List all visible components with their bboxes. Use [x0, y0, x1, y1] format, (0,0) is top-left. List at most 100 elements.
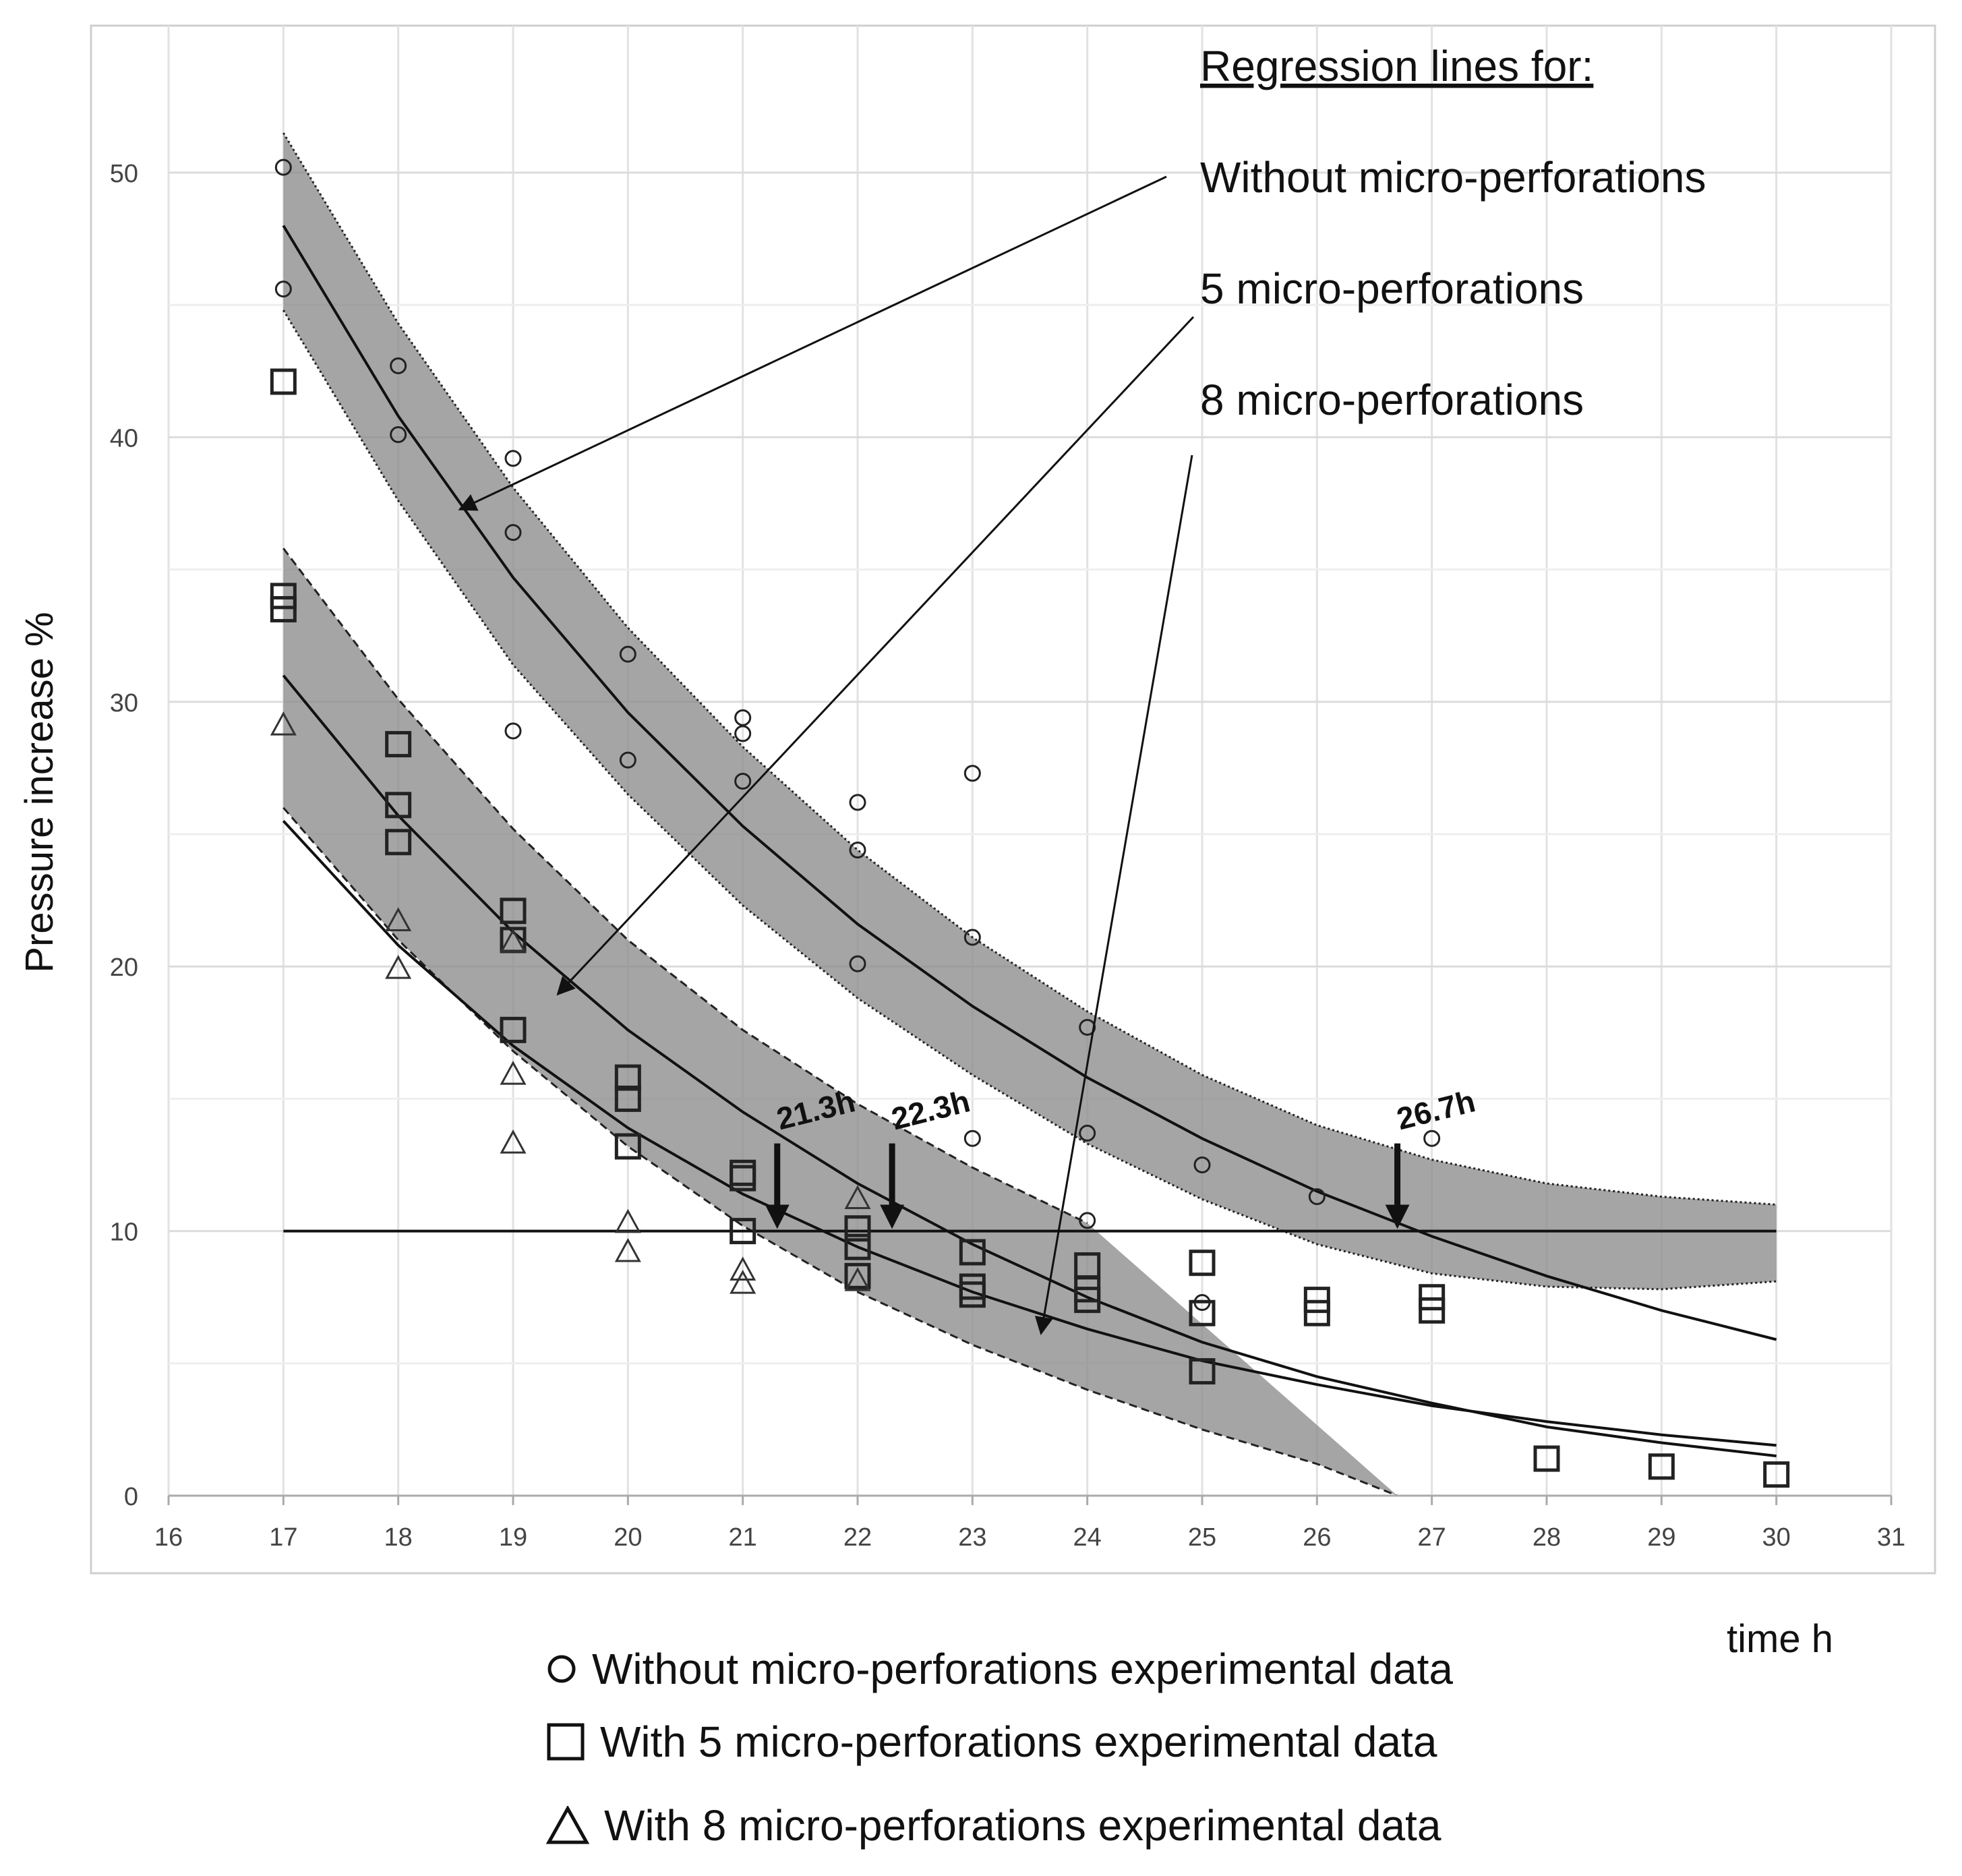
data-point-circle [734, 725, 752, 742]
crossing-label-2: 26.7h [1393, 1083, 1479, 1136]
legend-label-circle: Without micro-perforations experimental … [592, 1645, 1453, 1693]
y-tick-label: 40 [110, 424, 138, 452]
regression-label-5: 5 micro-perforations [1200, 264, 1584, 313]
x-tick-label: 27 [1418, 1523, 1446, 1552]
data-point-square [1419, 1297, 1446, 1324]
data-point-square [844, 1233, 871, 1260]
regression-line-square [282, 674, 1777, 1458]
data-point-square [1074, 1287, 1101, 1314]
data-point-square [1419, 1284, 1446, 1311]
data-point-square [959, 1239, 986, 1266]
data-point-square [730, 1218, 756, 1245]
data-point-circle [390, 357, 407, 374]
data-point-triangle [500, 1060, 527, 1085]
data-point-square [385, 731, 412, 758]
data-point-circle [619, 751, 636, 769]
x-tick-label: 23 [958, 1523, 986, 1552]
band-upper-edge-1 [283, 548, 1088, 1225]
y-tick-label: 10 [110, 1219, 138, 1247]
data-point-circle [504, 524, 522, 541]
x-tick-label: 28 [1533, 1523, 1561, 1552]
data-point-square [614, 1133, 641, 1160]
annotation-arrows [458, 175, 1195, 1336]
data-point-triangle [730, 1269, 756, 1294]
data-point-circle [963, 1130, 981, 1147]
data-point-square [730, 1165, 756, 1192]
x-tick-label: 19 [499, 1523, 527, 1552]
data-point-circle [849, 794, 866, 811]
y-tick-label: 50 [110, 160, 138, 188]
triangle-marker-icon [546, 1806, 589, 1844]
regression-lines [282, 225, 1777, 1458]
annotation-arrow-2 [1034, 455, 1193, 1336]
data-point-square [270, 583, 297, 610]
y-axis-title: Pressure increase % [18, 612, 61, 972]
data-point-square [844, 1215, 871, 1242]
chart-frame [90, 24, 1936, 1575]
data-point-circle [1193, 1156, 1211, 1173]
circle-marker-icon [547, 1655, 576, 1683]
annotation-arrow-1 [556, 316, 1195, 996]
data-point-triangle [385, 955, 412, 979]
legend-item-circle: Without micro-perforations experimental … [546, 1644, 1453, 1694]
regression-line-circle [282, 225, 1777, 1341]
x-tick-label: 25 [1188, 1523, 1216, 1552]
data-point-square [1763, 1461, 1790, 1488]
legend-item-square: With 5 micro-perforations experimental d… [546, 1717, 1437, 1767]
data-point-circle [963, 929, 981, 946]
axes: 16 17 18 19 20 21 22 23 24 25 26 27 28 29 30 31 0 10 20 30 4… [110, 160, 1905, 1552]
x-tick-label: 17 [269, 1523, 297, 1552]
crossing-label-1: 22.3h [888, 1083, 974, 1136]
data-point-circle [504, 450, 522, 467]
data-point-square [959, 1281, 986, 1308]
data-point-circle [1423, 1130, 1441, 1147]
confidence-band-0 [283, 133, 1777, 1289]
data-point-circle [734, 709, 752, 726]
data-point-square [500, 898, 527, 925]
data-point-triangle [844, 1185, 871, 1210]
legend-label-triangle: With 8 micro-perforations experimental d… [604, 1801, 1441, 1850]
x-tick-label: 26 [1303, 1523, 1331, 1552]
x-tick-label: 30 [1762, 1523, 1791, 1552]
data-point-triangle [844, 1267, 871, 1291]
data-point-circle [504, 722, 522, 740]
regression-label-none: Without micro-perforations [1200, 153, 1706, 202]
regression-label-8: 8 micro-perforations [1200, 376, 1584, 424]
x-tick-label: 31 [1877, 1523, 1905, 1552]
y-tick-label: 20 [110, 954, 138, 982]
legend-label-square: With 5 micro-perforations experimental d… [600, 1718, 1437, 1766]
data-point-circle [390, 426, 407, 443]
data-point-square [614, 1085, 641, 1112]
confidence-band-1 [283, 548, 1398, 1496]
x-tick-label: 20 [614, 1523, 642, 1552]
data-point-square [1533, 1445, 1560, 1472]
band-lower-edge-1 [283, 807, 1398, 1497]
data-point-circle [274, 158, 292, 176]
x-tick-label: 22 [843, 1523, 872, 1552]
data-point-circle [274, 281, 292, 298]
data-point-circle [849, 842, 866, 859]
data-point-circle [1308, 1188, 1326, 1206]
data-point-triangle [500, 928, 527, 953]
square-marker-icon [547, 1723, 585, 1761]
data-point-square [385, 829, 412, 856]
y-tick-label: 30 [110, 689, 138, 717]
data-point-circle [1079, 1018, 1096, 1036]
annotation-arrow-0 [458, 175, 1167, 511]
data-point-square [500, 1016, 527, 1043]
data-point-square [1648, 1453, 1675, 1480]
data-point-square [844, 1262, 871, 1289]
data-point-triangle [614, 1208, 641, 1233]
legend-item-triangle: With 8 micro-perforations experimental d… [546, 1800, 1441, 1850]
data-point-circle [1079, 1212, 1096, 1229]
data-point-square [270, 595, 297, 622]
data-point-triangle [500, 1129, 527, 1154]
data-point-circle [734, 773, 752, 790]
x-tick-label: 21 [729, 1523, 757, 1552]
x-tick-label: 18 [384, 1523, 413, 1552]
x-tick-label: 24 [1073, 1523, 1102, 1552]
regression-header: Regression lines for: [1200, 42, 1593, 90]
data-point-square [1189, 1358, 1216, 1385]
data-point-triangle [614, 1237, 641, 1262]
